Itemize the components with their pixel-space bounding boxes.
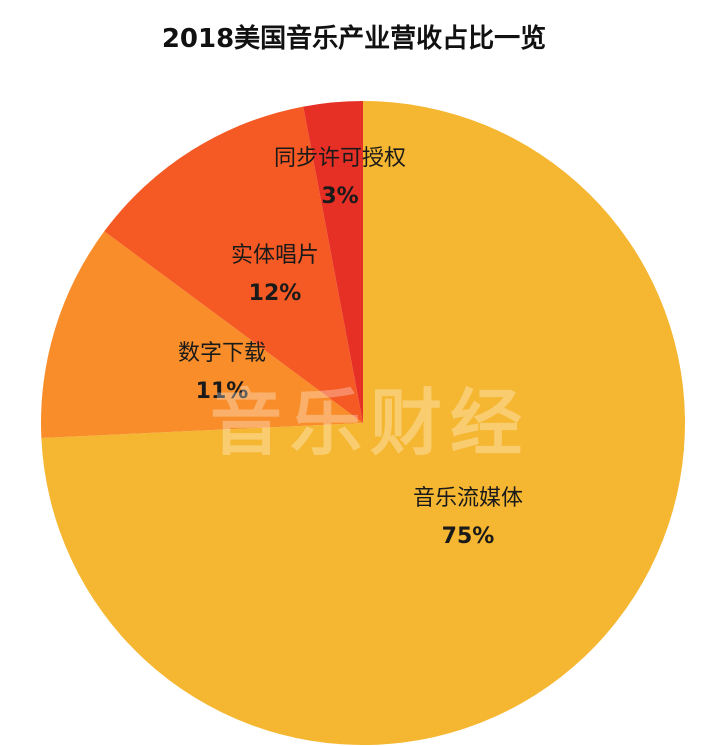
slice-label-sync-licensing: 同步许可授权 — [274, 146, 406, 171]
pie-slice-physical — [104, 106, 364, 423]
slice-value-streaming: 75% — [442, 524, 495, 549]
pie-slice-sync-licensing — [303, 101, 363, 423]
chart-title: 2018美国音乐产业营收占比一览 — [161, 24, 547, 54]
slice-label-streaming: 音乐流媒体 — [413, 486, 523, 511]
pie-labels: 音乐流媒体 75% 数字下载 11% 实体唱片 12% 同步许可授权 3% — [178, 146, 523, 549]
slice-value-digital-download: 11% — [196, 379, 249, 404]
pie-slice-streaming — [41, 101, 685, 746]
slice-value-physical: 12% — [249, 281, 302, 306]
watermark: 音乐财经 — [210, 381, 530, 465]
pie-slices — [40, 101, 685, 746]
slice-value-sync-licensing: 3% — [321, 184, 358, 209]
slice-label-digital-download: 数字下载 — [178, 341, 266, 366]
slice-label-physical: 实体唱片 — [231, 243, 319, 268]
pie-slice-digital-download — [40, 231, 363, 439]
